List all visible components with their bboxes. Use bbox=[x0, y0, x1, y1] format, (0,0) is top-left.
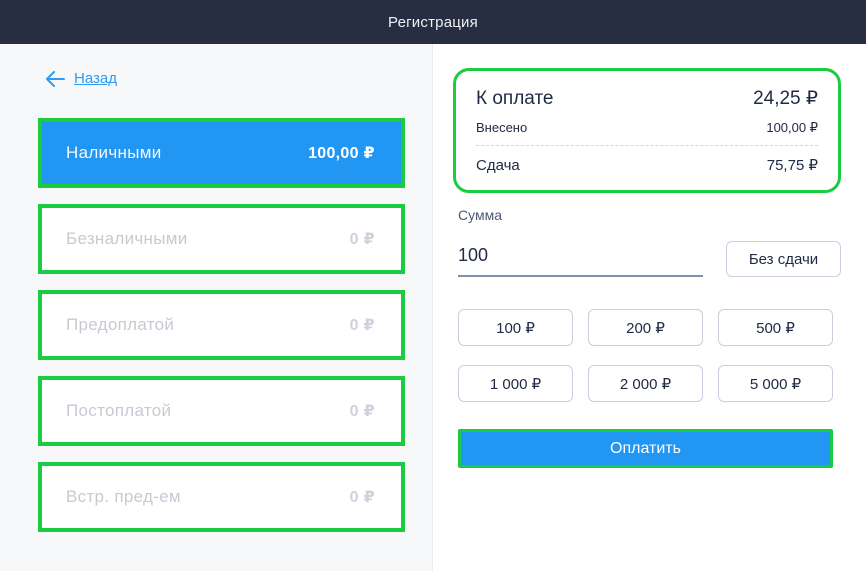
payment-method-amount: 100,00 ₽ bbox=[308, 144, 375, 162]
denomination-grid: 100 ₽ 200 ₽ 500 ₽ 1 000 ₽ 2 000 ₽ 5 000 … bbox=[458, 309, 841, 402]
left-arrow-icon bbox=[45, 70, 65, 87]
payment-method-cash[interactable]: Наличными 100,00 ₽ bbox=[38, 117, 405, 188]
no-change-button[interactable]: Без сдачи bbox=[726, 241, 841, 277]
denomination-button-5000[interactable]: 5 000 ₽ bbox=[718, 365, 833, 402]
payment-method-prepayment[interactable]: Предоплатой 0 ₽ bbox=[38, 289, 405, 360]
payment-summary-box: К оплате 24,25 ₽ Внесено 100,00 ₽ Сдача … bbox=[453, 68, 841, 193]
payment-method-amount: 0 ₽ bbox=[349, 230, 375, 248]
amount-input-row: Без сдачи bbox=[458, 241, 841, 277]
to-pay-row: К оплате 24,25 ₽ bbox=[476, 81, 818, 118]
payment-method-label: Наличными bbox=[66, 142, 162, 162]
summary-divider bbox=[476, 145, 818, 146]
deposited-row: Внесено 100,00 ₽ bbox=[476, 118, 818, 145]
header: Регистрация bbox=[0, 0, 866, 44]
change-row: Сдача 75,75 ₽ bbox=[476, 146, 818, 178]
denomination-button-100[interactable]: 100 ₽ bbox=[458, 309, 573, 346]
payment-method-list: Наличными 100,00 ₽ Безналичными 0 ₽ Пред… bbox=[0, 117, 432, 532]
denomination-button-200[interactable]: 200 ₽ bbox=[588, 309, 703, 346]
payment-method-postpayment[interactable]: Постоплатой 0 ₽ bbox=[38, 375, 405, 446]
main-content: Назад Наличными 100,00 ₽ Безналичными 0 … bbox=[0, 44, 866, 571]
payment-panel: К оплате 24,25 ₽ Внесено 100,00 ₽ Сдача … bbox=[433, 44, 866, 571]
payment-method-label: Предоплатой bbox=[66, 314, 175, 334]
change-value: 75,75 ₽ bbox=[766, 157, 818, 174]
change-label: Сдача bbox=[476, 157, 520, 174]
payment-methods-panel: Назад Наличными 100,00 ₽ Безналичными 0 … bbox=[0, 44, 433, 571]
denomination-button-2000[interactable]: 2 000 ₽ bbox=[588, 365, 703, 402]
denomination-button-500[interactable]: 500 ₽ bbox=[718, 309, 833, 346]
to-pay-label: К оплате bbox=[476, 88, 554, 109]
denomination-button-1000[interactable]: 1 000 ₽ bbox=[458, 365, 573, 402]
deposited-label: Внесено bbox=[476, 120, 528, 135]
amount-input-label: Сумма bbox=[458, 207, 502, 223]
back-button-label: Назад bbox=[74, 70, 117, 87]
payment-method-amount: 0 ₽ bbox=[349, 488, 375, 506]
back-button[interactable]: Назад bbox=[45, 70, 117, 87]
payment-method-counter-provision[interactable]: Встр. пред-ем 0 ₽ bbox=[38, 461, 405, 532]
payment-method-label: Безналичными bbox=[66, 228, 188, 248]
payment-method-label: Постоплатой bbox=[66, 400, 172, 420]
payment-method-label: Встр. пред-ем bbox=[66, 486, 181, 506]
payment-method-amount: 0 ₽ bbox=[349, 316, 375, 334]
pay-button[interactable]: Оплатить bbox=[458, 429, 833, 468]
amount-input[interactable] bbox=[458, 245, 703, 277]
deposited-value: 100,00 ₽ bbox=[766, 120, 818, 135]
payment-method-cashless[interactable]: Безналичными 0 ₽ bbox=[38, 203, 405, 274]
payment-method-amount: 0 ₽ bbox=[349, 402, 375, 420]
page-title: Регистрация bbox=[388, 13, 478, 31]
to-pay-value: 24,25 ₽ bbox=[753, 88, 818, 109]
